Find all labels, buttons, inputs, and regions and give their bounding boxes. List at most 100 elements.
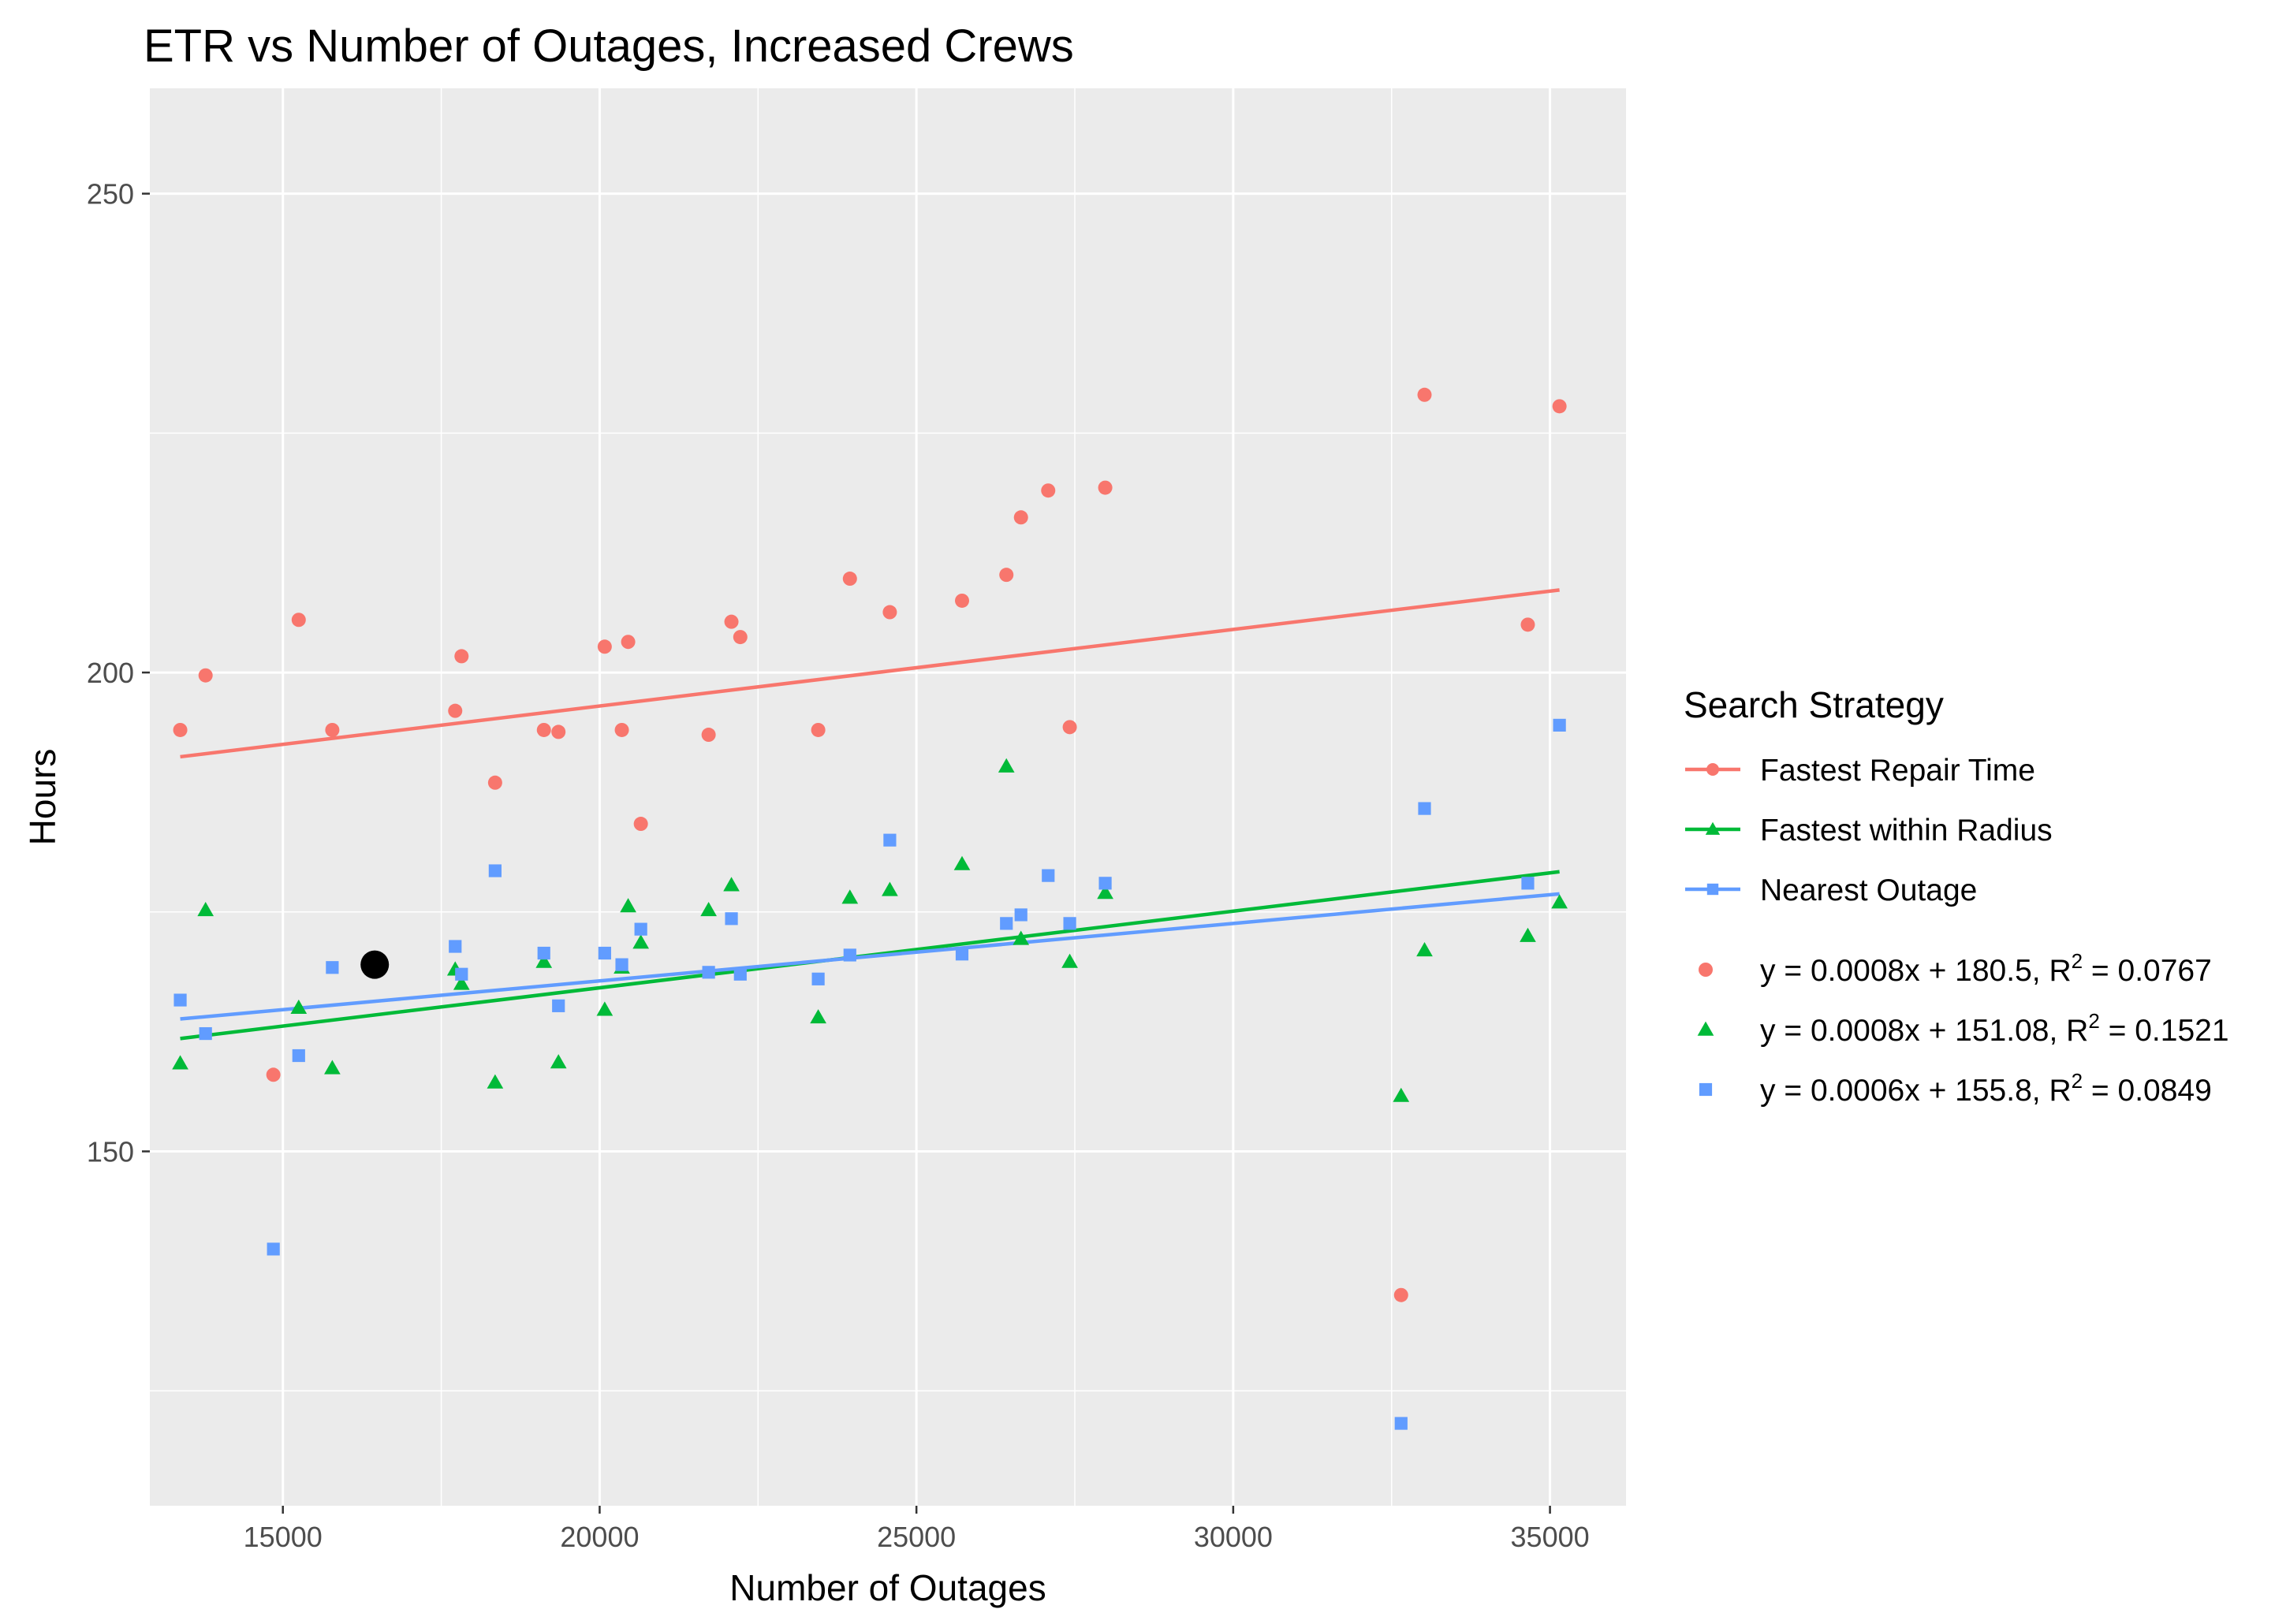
data-point-square [199, 1026, 212, 1041]
data-point-square [702, 966, 715, 979]
data-point-triangle [1061, 953, 1078, 968]
data-point-circle [1041, 483, 1056, 498]
data-point-square [1553, 718, 1566, 732]
plot-panel [150, 88, 1626, 1506]
x-axis-title: Number of Outages [729, 1567, 1046, 1608]
data-point-circle [842, 572, 857, 587]
data-point-circle [1098, 480, 1113, 495]
equation-r2: = 0.1521 [2100, 1014, 2229, 1048]
data-point-square [843, 948, 856, 962]
equation-r2: = 0.0849 [2083, 1074, 2212, 1108]
data-point-circle [999, 568, 1014, 583]
trend-line-circle [180, 588, 1560, 759]
data-point-square [267, 1242, 280, 1256]
data-point-square [455, 967, 468, 981]
data-point-circle [266, 1067, 281, 1082]
data-point-circle [1552, 399, 1567, 414]
data-point-triangle [1013, 930, 1030, 945]
data-point-circle [1013, 510, 1028, 525]
equation-text: y = 0.0008x + 151.08, R [1760, 1014, 2088, 1048]
data-point-square [488, 864, 502, 877]
data-point-circle [621, 635, 636, 650]
data-point-square [955, 948, 969, 961]
data-point-triangle [1416, 942, 1433, 957]
legend-label: Fastest within Radius [1760, 814, 2053, 847]
data-point-triangle [1393, 1087, 1410, 1102]
data-point-triangle [487, 1074, 504, 1089]
data-point-square [1000, 917, 1013, 930]
x-tick-label: 35000 [1511, 1521, 1590, 1553]
data-point-circle [454, 649, 469, 664]
data-point-circle [701, 728, 716, 743]
data-point-triangle [197, 902, 214, 917]
legend: Search Strategy Fastest Repair Time Faste… [1684, 684, 2229, 1108]
data-point-triangle [324, 1060, 341, 1075]
data-point-square [1521, 877, 1535, 890]
data-point-triangle [550, 1054, 567, 1069]
equation-key-marker [1699, 963, 1713, 977]
data-point-circle [551, 724, 566, 739]
data-point-triangle [620, 898, 636, 913]
legend-key-marker [1706, 883, 1719, 896]
data-point-triangle [1520, 927, 1536, 942]
equation-superscript: 2 [2088, 1009, 2099, 1033]
data-point-triangle [882, 881, 898, 896]
legend-key-marker [1705, 821, 1721, 835]
regression-equation: y = 0.0006x + 155.8, R2 = 0.0849 [1760, 1069, 2212, 1108]
data-point-square [552, 999, 565, 1012]
data-point-circle [882, 605, 897, 620]
data-point-square [292, 1049, 305, 1063]
equation-r2: = 0.0767 [2083, 954, 2212, 988]
data-point-square [883, 833, 897, 847]
data-point-triangle [453, 975, 470, 990]
x-tick-label: 20000 [560, 1521, 639, 1553]
y-axis-title: Hours [22, 749, 63, 846]
data-point-circle [536, 722, 551, 737]
data-point-circle [291, 613, 306, 628]
data-point-circle [1520, 617, 1535, 632]
highlight-point [360, 950, 390, 979]
equation-key-marker [1699, 1082, 1713, 1097]
data-point-circle [1062, 720, 1077, 735]
data-point-circle [614, 722, 629, 737]
axes: 15000 20000 25000 30000 35000 150 200 250 [87, 178, 1590, 1553]
y-tick-label: 150 [87, 1136, 134, 1168]
data-point-circle [448, 703, 463, 718]
data-point-circle [811, 722, 826, 737]
data-point-circle [1417, 387, 1432, 402]
legend-key-marker [1706, 763, 1719, 776]
data-point-circle [487, 775, 502, 790]
data-point-triangle [172, 1055, 188, 1070]
data-point-square [1042, 869, 1055, 882]
data-point-square [449, 940, 462, 953]
data-point-triangle [1551, 894, 1568, 909]
regression-equation: y = 0.0008x + 180.5, R2 = 0.0767 [1760, 949, 2212, 988]
regression-lines [180, 588, 1560, 1041]
data-point-circle [597, 639, 612, 654]
data-point-circle [633, 817, 648, 832]
data-point-triangle [841, 889, 859, 904]
data-point-triangle [632, 934, 650, 949]
trend-line-square [180, 892, 1560, 1021]
data-point-square [1098, 877, 1112, 890]
data-point-triangle [1097, 885, 1113, 900]
data-point-square [173, 993, 187, 1007]
data-point-square [811, 972, 825, 985]
data-point-square [725, 912, 738, 926]
data-point-triangle [290, 999, 308, 1015]
x-tick-label: 30000 [1194, 1521, 1273, 1553]
data-point-square [733, 967, 747, 981]
data-points [172, 387, 1568, 1430]
data-point-square [1014, 908, 1027, 922]
data-point-square [1394, 1417, 1408, 1430]
data-point-square [634, 922, 647, 936]
data-point-square [615, 958, 628, 971]
data-point-square [537, 946, 550, 960]
equation-superscript: 2 [2072, 949, 2083, 973]
equation-text: y = 0.0008x + 180.5, R [1760, 954, 2072, 988]
highlight-marker [360, 950, 390, 979]
x-tick-label: 25000 [877, 1521, 956, 1553]
data-point-circle [173, 722, 188, 737]
data-point-circle [1393, 1287, 1408, 1302]
